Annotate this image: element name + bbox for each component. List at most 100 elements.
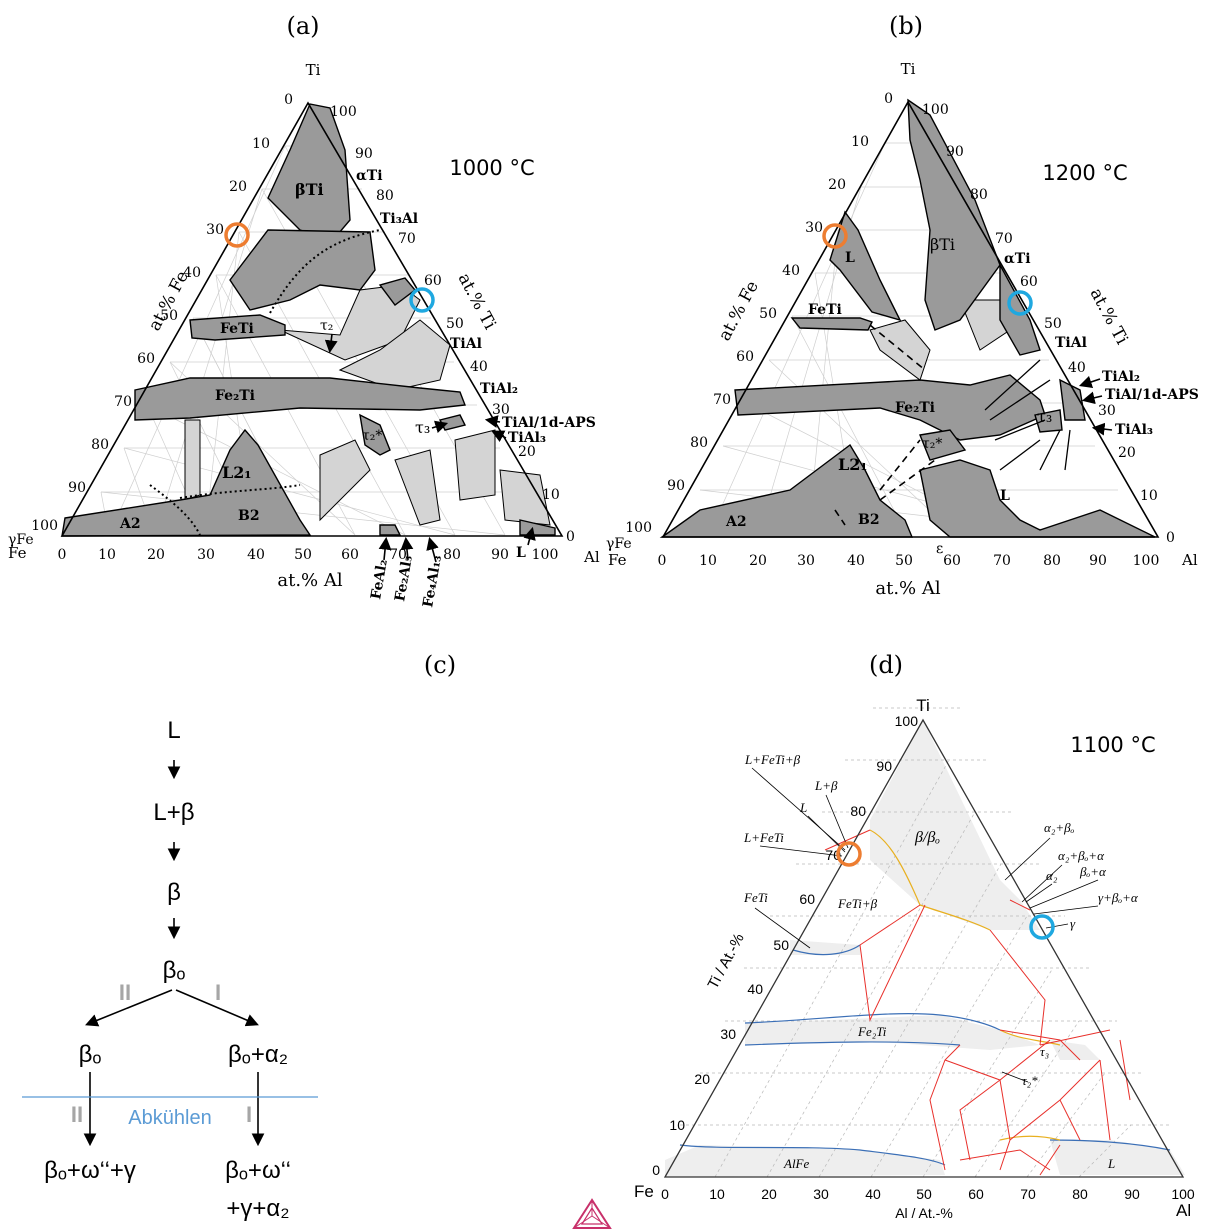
panel-a-orange-marker xyxy=(224,222,250,248)
panel-a-axis-fe: at.% Fe xyxy=(145,268,193,335)
svg-text:40: 40 xyxy=(247,547,265,563)
svg-text:L+β: L+β xyxy=(814,778,838,793)
svg-text:20: 20 xyxy=(229,179,247,195)
svg-text:10: 10 xyxy=(669,1117,685,1133)
svg-text:20: 20 xyxy=(1118,445,1136,461)
svg-text:50: 50 xyxy=(759,306,777,322)
panel-d-axis-al: Al / At.-% xyxy=(895,1205,953,1221)
svg-text:90: 90 xyxy=(946,144,964,160)
svg-text:60: 60 xyxy=(736,349,754,365)
svg-text:70: 70 xyxy=(993,553,1011,569)
svg-text:90: 90 xyxy=(876,758,892,774)
svg-text:50: 50 xyxy=(446,316,464,332)
region-feti xyxy=(189,314,286,341)
svg-text:50: 50 xyxy=(294,547,312,563)
panel-d-phase-labels: L+FeTi+β L+β L L+FeTi FeTi FeTi+β β/βₒ α… xyxy=(743,752,1139,1171)
panel-d-triangle xyxy=(663,718,1185,1178)
svg-text:20: 20 xyxy=(147,547,165,563)
svg-text:60: 60 xyxy=(943,553,961,569)
svg-text:βTi: βTi xyxy=(930,235,955,254)
svg-text:70: 70 xyxy=(389,547,407,563)
svg-text:TiAl₂: TiAl₂ xyxy=(1102,369,1140,385)
svg-text:FeTi: FeTi xyxy=(220,321,254,337)
svg-text:40: 40 xyxy=(747,981,763,997)
panel-a-bottom-ticks: 0 10 20 30 40 50 60 70 80 90 100 xyxy=(58,547,559,563)
panel-b-blue-marker xyxy=(1007,290,1033,316)
svg-text:αTi: αTi xyxy=(1004,251,1031,267)
svg-text:0: 0 xyxy=(566,529,575,545)
panel-a-two-phase-fields xyxy=(184,284,551,526)
svg-text:90: 90 xyxy=(1124,1186,1140,1202)
svg-text:L2₁: L2₁ xyxy=(222,463,251,482)
svg-text:10: 10 xyxy=(851,134,869,150)
svg-text:40: 40 xyxy=(1068,360,1086,376)
svg-text:30: 30 xyxy=(720,1026,736,1042)
svg-text:40: 40 xyxy=(782,263,800,279)
svg-text:FeTi: FeTi xyxy=(743,890,768,905)
panel-b-phase-labels: βTi L αTi FeTi TiAl TiAl₂ TiAl/1d-APS Fe… xyxy=(606,235,1199,557)
svg-text:90: 90 xyxy=(667,478,685,494)
svg-text:30: 30 xyxy=(797,553,815,569)
region-fe2ti xyxy=(134,377,466,421)
svg-text:0: 0 xyxy=(884,91,893,107)
svg-text:10: 10 xyxy=(699,553,717,569)
panel-d-boundaries xyxy=(679,829,1171,1166)
left-branch: βₒ xyxy=(79,1041,102,1068)
panel-d-apex-fe: Fe xyxy=(634,1182,654,1201)
svg-text:TiAl₂: TiAl₂ xyxy=(480,381,518,397)
svg-text:70: 70 xyxy=(1020,1186,1036,1202)
svg-text:50: 50 xyxy=(916,1186,932,1202)
svg-text:B2: B2 xyxy=(238,508,260,524)
step-liquid: L xyxy=(167,717,180,744)
panel-b-label: (b) xyxy=(889,12,923,40)
svg-text:50: 50 xyxy=(160,308,178,324)
svg-text:TiAl₃: TiAl₃ xyxy=(1115,422,1153,438)
panel-d-grid xyxy=(680,707,1169,1178)
panel-a-temperature: 1000 °C xyxy=(449,156,534,180)
svg-text:100: 100 xyxy=(1171,1186,1195,1202)
region-beta-ti xyxy=(267,103,351,241)
svg-text:τ₂*: τ₂* xyxy=(922,436,942,452)
panel-b-bottom-ticks: 0 10 20 30 40 50 60 70 80 90 100 xyxy=(658,553,1160,569)
svg-text:FeTi+β: FeTi+β xyxy=(837,896,878,911)
svg-text:80: 80 xyxy=(690,435,708,451)
panel-b-arrows xyxy=(1078,375,1113,436)
region-b-tau3 xyxy=(1034,409,1063,433)
panel-d-fills xyxy=(665,720,1185,1177)
svg-text:0: 0 xyxy=(652,1162,660,1178)
panel-a-right-ticks: 100 90 80 70 60 50 40 30 20 10 0 xyxy=(330,104,575,545)
svg-text:ε: ε xyxy=(936,541,943,557)
svg-text:80: 80 xyxy=(91,437,109,453)
svg-text:L2₁: L2₁ xyxy=(838,455,867,474)
svg-text:70: 70 xyxy=(398,231,416,247)
marker-i-lower: I xyxy=(246,1102,252,1127)
panel-a-blue-marker xyxy=(409,287,435,313)
svg-text:70: 70 xyxy=(995,231,1013,247)
panel-b: (b) xyxy=(606,12,1199,599)
panel-d-bottom-ticks: 0 10 20 30 40 50 60 70 80 90 100 xyxy=(661,1186,1195,1202)
left-final: βₒ+ω‘‘+γ xyxy=(44,1157,136,1184)
svg-text:Fe₂Ti: Fe₂Ti xyxy=(857,1024,887,1039)
svg-text:TiAl₃: TiAl₃ xyxy=(508,430,546,446)
panel-a-triangle xyxy=(60,101,564,537)
svg-text:γ+βₒ+α: γ+βₒ+α xyxy=(1098,890,1139,905)
svg-text:40: 40 xyxy=(865,1186,881,1202)
right-branch: βₒ+α₂ xyxy=(228,1041,288,1068)
svg-text:50: 50 xyxy=(1044,316,1062,332)
panel-a: (a) xyxy=(8,12,600,609)
svg-text:10: 10 xyxy=(542,487,560,503)
svg-text:100: 100 xyxy=(31,518,58,534)
svg-text:α₂+βₒ: α₂+βₒ xyxy=(1044,820,1075,835)
svg-text:50: 50 xyxy=(773,937,789,953)
svg-text:B2: B2 xyxy=(858,512,880,528)
svg-text:60: 60 xyxy=(137,351,155,367)
svg-text:80: 80 xyxy=(1072,1186,1088,1202)
svg-text:τ₂*: τ₂* xyxy=(1022,1073,1038,1088)
svg-text:100: 100 xyxy=(625,520,652,536)
svg-text:70: 70 xyxy=(114,394,132,410)
svg-text:τ₃: τ₃ xyxy=(415,418,430,437)
panel-a-dotted xyxy=(149,229,381,536)
svg-text:τ₃: τ₃ xyxy=(1037,407,1052,426)
region-b-fe2ti xyxy=(734,374,1046,441)
svg-text:A2: A2 xyxy=(725,514,747,530)
